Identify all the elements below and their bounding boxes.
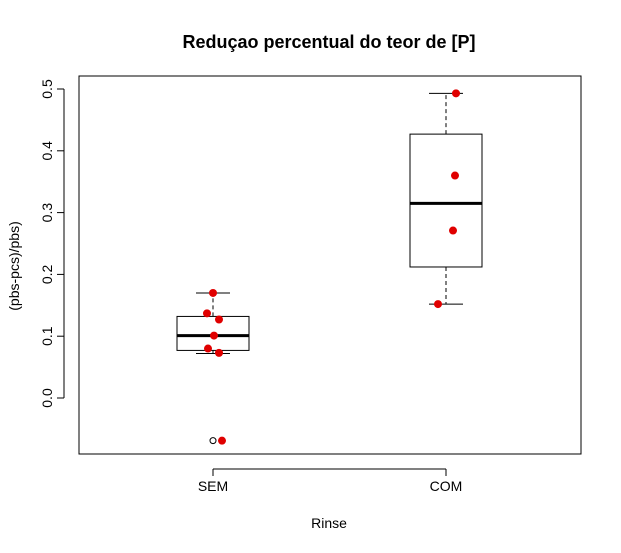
chart-title: Reduçao percentual do teor de [P] (182, 32, 475, 52)
data-point (203, 309, 211, 318)
data-point (218, 436, 226, 445)
x-tick-label-sem: SEM (198, 478, 228, 494)
data-point (452, 89, 460, 98)
y-tick-label: 0.4 (39, 141, 55, 161)
box-com (409, 92, 483, 305)
y-axis: 0.0 0.1 0.2 0.3 0.4 0.5 (39, 79, 65, 408)
x-axis: SEM COM (198, 468, 463, 494)
data-point (210, 331, 218, 340)
box-iqr (176, 315, 250, 351)
data-point (215, 315, 223, 324)
y-tick-label: 0.2 (39, 264, 55, 284)
boxes (176, 92, 483, 445)
box-sem (176, 292, 250, 445)
data-point (434, 300, 442, 309)
points (203, 89, 460, 445)
outlier-point (209, 437, 217, 445)
plot-frame (78, 75, 582, 455)
data-point (215, 348, 223, 357)
data-point (204, 344, 212, 353)
y-tick-label: 0.3 (39, 203, 55, 223)
data-point (209, 288, 217, 297)
data-point (449, 226, 457, 235)
y-tick-label: 0.5 (39, 79, 55, 99)
box-iqr (409, 133, 483, 268)
data-point (451, 171, 459, 180)
y-tick-label: 0.0 (39, 388, 55, 408)
y-tick-label: 0.1 (39, 326, 55, 346)
x-tick-label-com: COM (430, 478, 463, 494)
y-axis-label: (pbs-pcs)/pbs) (6, 221, 22, 310)
x-axis-label: Rinse (311, 515, 347, 531)
